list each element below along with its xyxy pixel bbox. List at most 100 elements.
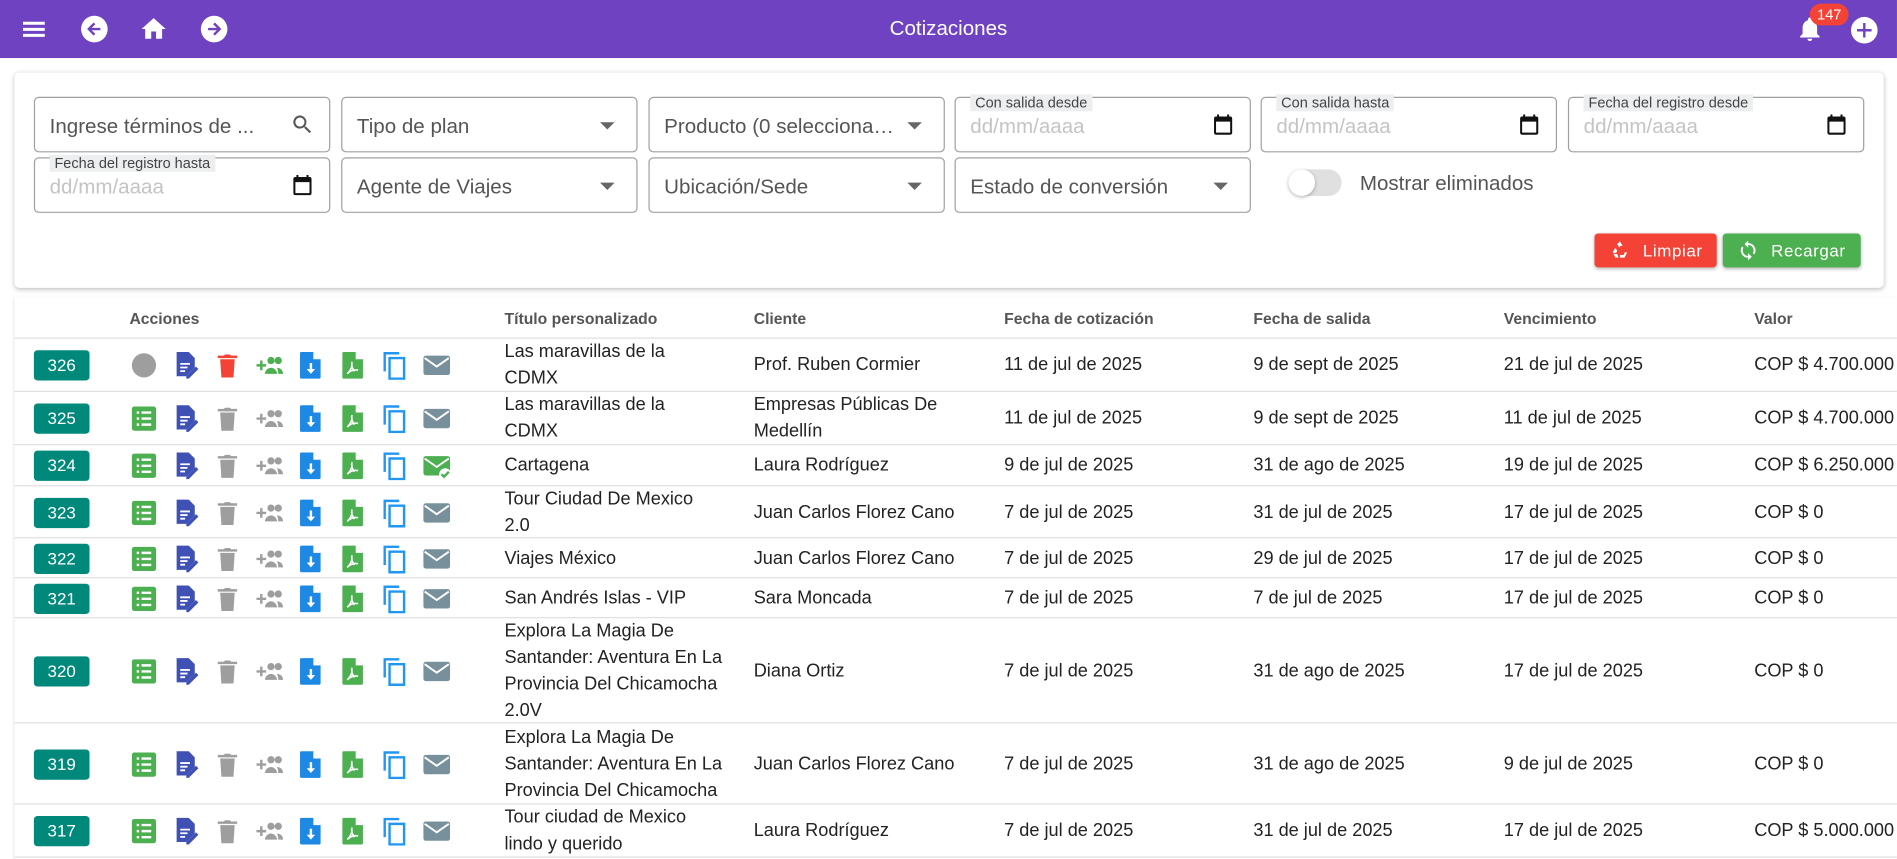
- estado-select[interactable]: Estado de conversión: [954, 157, 1251, 213]
- quote-id-badge[interactable]: 319: [33, 748, 90, 780]
- add-group-icon[interactable]: [255, 351, 284, 380]
- header-fecha-salida[interactable]: Fecha de salida: [1253, 309, 1371, 328]
- pdf-file-icon[interactable]: [338, 749, 367, 778]
- quote-id-badge[interactable]: 324: [33, 450, 90, 481]
- quote-id-badge[interactable]: 317: [33, 816, 90, 847]
- header-cliente[interactable]: Cliente: [753, 309, 807, 328]
- list-icon[interactable]: [129, 817, 158, 846]
- list-icon[interactable]: [129, 544, 158, 573]
- file-download-icon[interactable]: [296, 749, 325, 778]
- delete-icon[interactable]: [213, 451, 242, 480]
- delete-icon[interactable]: [213, 817, 242, 846]
- calendar-icon[interactable]: [1211, 113, 1235, 137]
- edit-document-icon[interactable]: [171, 749, 200, 778]
- pdf-file-icon[interactable]: [338, 584, 367, 613]
- file-download-icon[interactable]: [296, 451, 325, 480]
- pdf-file-icon[interactable]: [338, 656, 367, 685]
- quote-id-badge[interactable]: 325: [33, 403, 90, 434]
- list-icon[interactable]: [129, 404, 158, 433]
- quote-id-badge[interactable]: 321: [33, 583, 90, 614]
- quote-id-badge[interactable]: 322: [33, 543, 90, 574]
- edit-document-icon[interactable]: [171, 451, 200, 480]
- edit-document-icon[interactable]: [171, 351, 200, 380]
- edit-document-icon[interactable]: [171, 544, 200, 573]
- file-download-icon[interactable]: [296, 817, 325, 846]
- list-icon[interactable]: [129, 584, 158, 613]
- email-icon[interactable]: [422, 817, 451, 846]
- quote-id-badge[interactable]: 323: [33, 497, 90, 528]
- email-sent-icon[interactable]: [422, 451, 451, 481]
- list-icon[interactable]: [129, 749, 158, 778]
- limpiar-button[interactable]: Limpiar: [1594, 233, 1718, 268]
- search-input[interactable]: Ingrese términos de ...: [33, 96, 331, 153]
- agente-select[interactable]: Agente de Viajes: [341, 157, 638, 213]
- pdf-file-icon[interactable]: [338, 544, 367, 573]
- delete-icon[interactable]: [213, 544, 242, 573]
- add-circle-icon[interactable]: [1850, 16, 1879, 45]
- copy-icon[interactable]: [380, 404, 409, 434]
- delete-icon[interactable]: [213, 351, 242, 380]
- email-icon[interactable]: [422, 749, 451, 778]
- pdf-file-icon[interactable]: [338, 817, 367, 846]
- add-group-icon[interactable]: [255, 544, 284, 573]
- pdf-file-icon[interactable]: [338, 404, 367, 433]
- delete-icon[interactable]: [213, 584, 242, 613]
- email-icon[interactable]: [422, 584, 451, 613]
- copy-icon[interactable]: [380, 351, 409, 380]
- back-icon[interactable]: [80, 15, 109, 44]
- search-icon[interactable]: [290, 113, 314, 137]
- header-valor[interactable]: Valor: [1754, 309, 1793, 328]
- tipo-plan-select[interactable]: Tipo de plan: [341, 96, 638, 153]
- email-icon[interactable]: [422, 544, 451, 573]
- pdf-file-icon[interactable]: [338, 351, 367, 380]
- copy-icon[interactable]: [380, 749, 409, 779]
- copy-icon[interactable]: [380, 451, 409, 481]
- ubicacion-select[interactable]: Ubicación/Sede: [648, 157, 945, 213]
- edit-document-icon[interactable]: [171, 817, 200, 846]
- salida-hasta-date[interactable]: Con salida hasta dd/mm/aaaa: [1260, 94, 1558, 153]
- add-group-icon[interactable]: [255, 498, 284, 527]
- quote-id-badge[interactable]: 326: [33, 350, 90, 381]
- add-group-icon[interactable]: [255, 584, 284, 613]
- add-group-icon[interactable]: [255, 817, 284, 846]
- add-group-icon[interactable]: [255, 451, 284, 480]
- email-icon[interactable]: [422, 351, 451, 380]
- add-group-icon[interactable]: [255, 404, 284, 433]
- salida-desde-date[interactable]: Con salida desde dd/mm/aaaa: [954, 94, 1251, 153]
- registro-hasta-date[interactable]: Fecha del registro hasta dd/mm/aaaa: [33, 154, 331, 213]
- file-download-icon[interactable]: [296, 544, 325, 573]
- delete-icon[interactable]: [213, 656, 242, 685]
- header-fecha-cotizacion[interactable]: Fecha de cotización: [1004, 309, 1154, 328]
- email-icon[interactable]: [422, 498, 451, 527]
- delete-icon[interactable]: [213, 404, 242, 433]
- calendar-icon[interactable]: [290, 173, 314, 197]
- edit-document-icon[interactable]: [171, 656, 200, 685]
- registro-desde-date[interactable]: Fecha del registro desde dd/mm/aaaa: [1567, 94, 1865, 153]
- list-icon[interactable]: [129, 656, 158, 685]
- copy-icon[interactable]: [380, 498, 409, 527]
- calendar-icon[interactable]: [1517, 113, 1541, 137]
- edit-document-icon[interactable]: [171, 404, 200, 433]
- edit-document-icon[interactable]: [171, 498, 200, 527]
- header-vencimiento[interactable]: Vencimiento: [1503, 309, 1597, 328]
- recargar-button[interactable]: Recargar: [1722, 233, 1861, 268]
- quote-id-badge[interactable]: 320: [33, 655, 90, 686]
- file-download-icon[interactable]: [296, 351, 325, 380]
- file-download-icon[interactable]: [296, 404, 325, 433]
- home-icon[interactable]: [139, 15, 168, 44]
- email-icon[interactable]: [422, 404, 451, 433]
- menu-icon[interactable]: [19, 15, 48, 44]
- add-group-icon[interactable]: [255, 749, 284, 778]
- pdf-file-icon[interactable]: [338, 498, 367, 527]
- add-group-icon[interactable]: [255, 656, 284, 685]
- copy-icon[interactable]: [380, 656, 409, 686]
- email-icon[interactable]: [422, 656, 451, 685]
- copy-icon[interactable]: [380, 584, 409, 613]
- copy-icon[interactable]: [380, 544, 409, 573]
- pdf-file-icon[interactable]: [338, 451, 367, 480]
- file-download-icon[interactable]: [296, 498, 325, 527]
- file-download-icon[interactable]: [296, 584, 325, 613]
- delete-icon[interactable]: [213, 498, 242, 527]
- list-icon[interactable]: [129, 451, 158, 480]
- forward-icon[interactable]: [200, 15, 229, 44]
